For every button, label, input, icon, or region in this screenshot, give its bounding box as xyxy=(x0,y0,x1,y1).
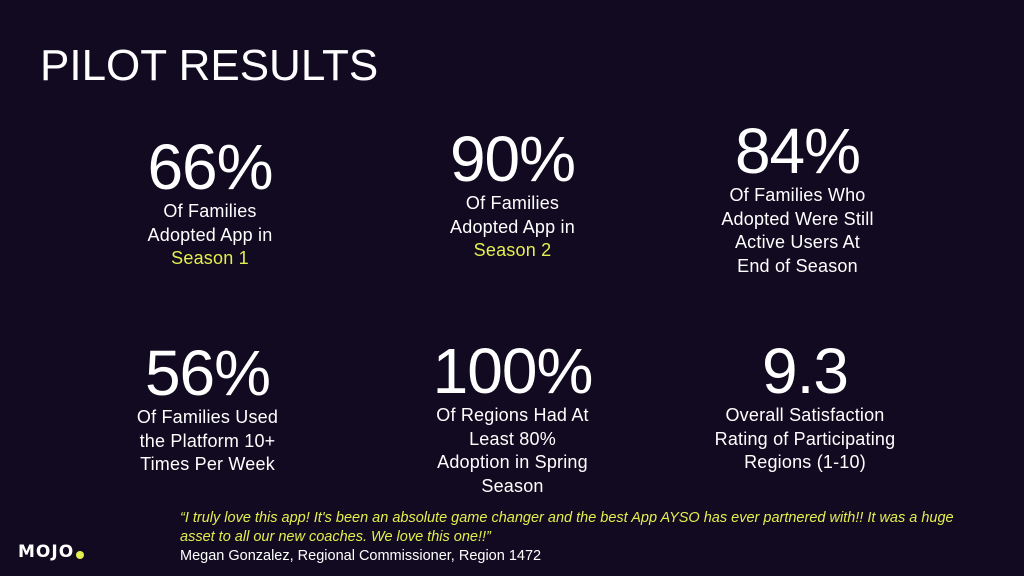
stat-description-line: Regions (1-10) xyxy=(744,452,866,472)
stat-description: Of Families Adopted App in Season 1 xyxy=(120,200,300,271)
stat-description-line: End of Season xyxy=(737,255,858,276)
stat-description-line: Adopted Were Still xyxy=(721,208,874,229)
stat-description-line: Season xyxy=(481,475,544,496)
stat-description-line: Adopted App in xyxy=(147,224,273,245)
stat-description-line: Least 80% xyxy=(469,428,556,449)
stat-description: Of Families Who Adopted Were Still Activ… xyxy=(700,184,895,278)
mojo-logo: MOJO xyxy=(18,542,85,562)
stat-description-line: Active Users At xyxy=(734,232,861,252)
stat-highlight: Season 2 xyxy=(473,240,552,260)
stat-description-line: Of Families xyxy=(163,201,257,221)
stat-number: 56% xyxy=(144,337,271,409)
quote-author: Megan Gonzalez, Regional Commissioner, R… xyxy=(180,548,542,564)
stat-highlight: Season 1 xyxy=(171,248,249,268)
stat-number: 9.3 xyxy=(762,335,849,407)
stat-region-adoption: 100% Of Regions Had At Least 80% Adoptio… xyxy=(410,338,615,498)
stat-description-line: Times Per Week xyxy=(140,454,275,474)
page-title: PILOT RESULTS xyxy=(40,41,379,90)
stat-number: 100% xyxy=(432,335,594,407)
stat-description: Overall Satisfaction Rating of Participa… xyxy=(690,404,920,475)
logo-dot-icon xyxy=(76,551,85,559)
stat-satisfaction: 9.3 Overall Satisfaction Rating of Parti… xyxy=(690,338,920,475)
stat-description: Of Families Adopted App in Season 2 xyxy=(420,192,605,263)
stat-description-line: Of Regions Had At xyxy=(436,405,589,425)
stat-description: Of Regions Had At Least 80% Adoption in … xyxy=(410,404,615,498)
stat-description-line: Adoption in Spring xyxy=(437,452,588,472)
stat-season2-adoption: 90% Of Families Adopted App in Season 2 xyxy=(420,126,605,263)
stat-description-line: Overall Satisfaction xyxy=(725,405,885,425)
stat-active-users: 84% Of Families Who Adopted Were Still A… xyxy=(700,118,895,278)
stat-season1-adoption: 66% Of Families Adopted App in Season 1 xyxy=(120,134,300,271)
quote-text: “I truly love this app! It's been an abs… xyxy=(180,510,954,545)
logo-wordmark: MOJO xyxy=(18,542,75,562)
stat-description: Of Families Used the Platform 10+ Times … xyxy=(110,406,305,477)
stat-number: 66% xyxy=(147,131,273,203)
stat-description-line: the Platform 10+ xyxy=(139,430,276,451)
stat-number: 90% xyxy=(449,123,576,195)
stat-description-line: Of Families Used xyxy=(136,407,279,427)
stat-weekly-usage: 56% Of Families Used the Platform 10+ Ti… xyxy=(110,340,305,477)
stat-description-line: Adopted App in xyxy=(450,216,575,237)
testimonial-quote: “I truly love this app! It's been an abs… xyxy=(180,509,970,566)
stat-description-line: Of Families xyxy=(465,193,560,213)
stat-description-line: Rating of Participating xyxy=(714,428,896,449)
stat-description-line: Of Families Who xyxy=(729,185,866,205)
stat-number: 84% xyxy=(734,115,861,187)
